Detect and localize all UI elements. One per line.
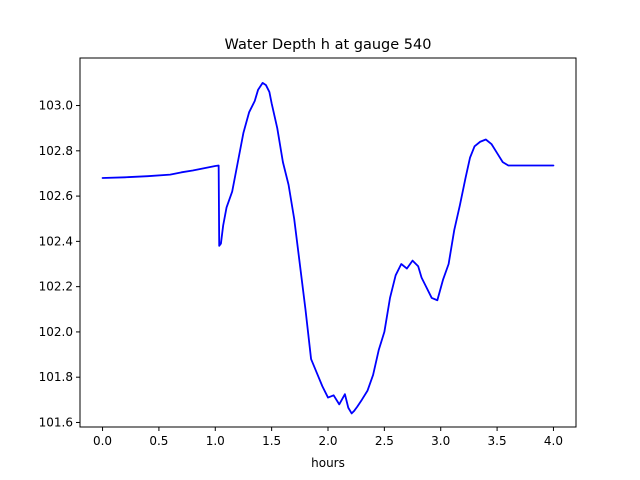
x-axis: 0.0 0.5 1.0 1.5 2.0 2.5 3.0 3.5 4.0 [93,427,563,448]
x-tick-label: 3.5 [488,434,507,448]
y-tick-label: 102.4 [39,234,73,248]
y-tick-label: 102.6 [39,189,73,203]
x-axis-label: hours [311,456,345,470]
series-layer [101,82,555,415]
x-tick-label: 2.0 [318,434,337,448]
x-tick-label: 2.5 [375,434,394,448]
y-tick-label: 102.2 [39,280,73,294]
y-tick-label: 101.8 [39,370,73,384]
y-tick-label: 102.0 [39,325,73,339]
x-tick-label: 3.0 [431,434,450,448]
y-tick-label: 102.8 [39,144,73,158]
chart-title: Water Depth h at gauge 540 [225,37,432,53]
y-axis: 101.6 101.8 102.0 102.2 102.4 102.6 102.8 103.0 [39,99,80,429]
y-tick-label: 101.6 [39,415,73,429]
y-tick-label: 103.0 [39,99,73,113]
x-tick-label: 1.5 [262,434,281,448]
x-tick-label: 0.5 [149,434,168,448]
series-line [101,82,555,415]
x-tick-label: 4.0 [544,434,563,448]
x-tick-label: 1.0 [206,434,225,448]
x-tick-label: 0.0 [93,434,112,448]
